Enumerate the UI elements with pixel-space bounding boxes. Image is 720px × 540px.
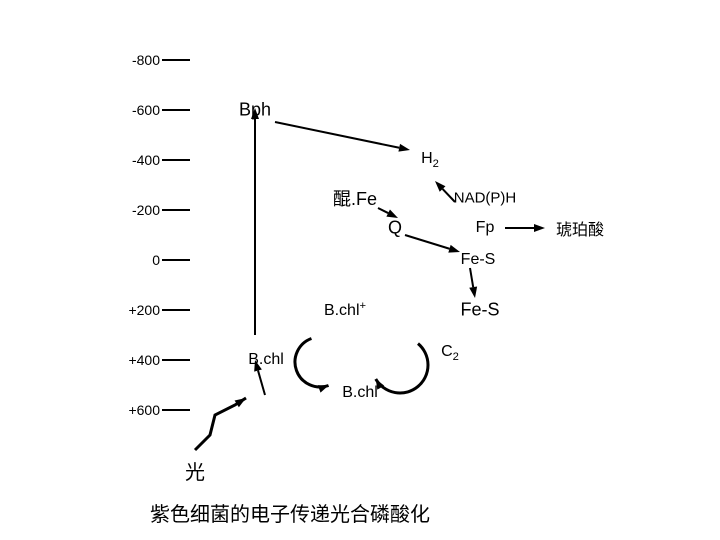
node-bph: Bph — [239, 100, 271, 121]
node-h2: H2 — [421, 150, 439, 170]
node-bchl2: B.chl — [342, 384, 378, 402]
axis-tick-label: -800 — [110, 52, 160, 68]
node-nadph: NAD(P)H — [454, 189, 517, 206]
node-quinfe: 醌.Fe — [333, 185, 377, 211]
node-c2: C2 — [441, 342, 459, 362]
axis-tick-label: +200 — [110, 302, 160, 318]
axis-tick-label: +400 — [110, 352, 160, 368]
axis-tick-line — [162, 109, 190, 111]
node-bchl: B.chl — [248, 351, 284, 369]
figure-caption: 紫色细菌的电子传递光合磷酸化 — [150, 498, 430, 527]
axis-tick-line — [162, 359, 190, 361]
node-bchlp: B.chl+ — [324, 300, 366, 320]
axis-tick-line — [162, 159, 190, 161]
node-fp: Fp — [476, 219, 495, 237]
diagram-stage: -800 -600 -400 -200 0 +200 +400 +600 Bph H2 醌.Fe NA… — [0, 0, 720, 540]
axis-tick-label: 0 — [110, 252, 160, 268]
axis-tick-line — [162, 259, 190, 261]
axis-tick-line — [162, 59, 190, 61]
axis-tick-line — [162, 409, 190, 411]
node-fes2: Fe-S — [460, 300, 499, 321]
axis-tick-label: -400 — [110, 152, 160, 168]
node-succ: 琥珀酸 — [556, 216, 604, 240]
axis-tick-label: -600 — [110, 102, 160, 118]
light-label: 光 — [185, 456, 205, 485]
axis-tick-label: +600 — [110, 402, 160, 418]
axis-tick-label: -200 — [110, 202, 160, 218]
node-fes1: Fe-S — [461, 251, 496, 269]
node-q: Q — [388, 217, 402, 238]
axis-tick-line — [162, 309, 190, 311]
diagram-svg — [0, 0, 720, 540]
axis-tick-line — [162, 209, 190, 211]
